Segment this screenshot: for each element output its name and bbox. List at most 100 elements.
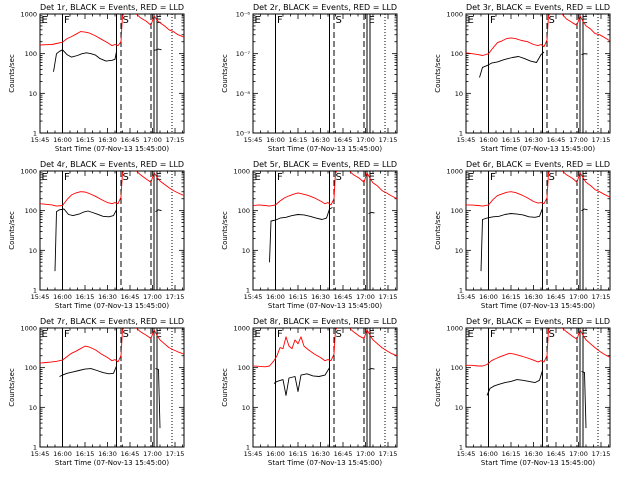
x-tick-label: 16:45 xyxy=(547,293,566,301)
x-tick-label: 16:15 xyxy=(502,450,521,458)
x-axis-label: Start Time (07-Nov-13 15:45:00) xyxy=(268,145,382,153)
x-tick-label: 16:45 xyxy=(334,136,353,144)
events-line xyxy=(486,370,543,396)
x-tick-label: 17:00 xyxy=(356,136,375,144)
event-flag: E xyxy=(42,329,48,340)
plot-frame xyxy=(39,13,185,134)
y-tick-label: 1 xyxy=(33,444,37,452)
lld-series xyxy=(40,328,184,364)
y-axis-label: Counts/sec xyxy=(8,211,16,250)
y-tick-label: 1000 xyxy=(446,11,463,19)
panel-title: Det 7r, BLACK = Events, RED = LLD xyxy=(40,317,184,326)
x-axis-label: Start Time (07-Nov-13 15:45:00) xyxy=(55,145,169,153)
panel-det-6r: Det 6r, BLACK = Events, RED = LLD 1 10 100 1… xyxy=(434,160,611,310)
x-tick-label: 17:15 xyxy=(592,136,611,144)
panel-det-8r: Det 8r, BLACK = Events, RED = LLD 1 10 100 1… xyxy=(221,317,398,467)
x-tick-label: 16:15 xyxy=(502,293,521,301)
event-flag: E xyxy=(582,172,588,183)
event-flag: S xyxy=(123,172,129,183)
lld-line xyxy=(561,328,610,358)
event-flag: E xyxy=(156,15,162,26)
x-tick-label: 16:30 xyxy=(98,450,117,458)
plot-frame xyxy=(465,327,611,448)
x-tick-label: 16:00 xyxy=(53,450,72,458)
x-tick-label: 17:00 xyxy=(569,450,588,458)
y-tick-label: 100 xyxy=(451,207,463,215)
x-axis-label: Start Time (07-Nov-13 15:45:00) xyxy=(481,145,595,153)
x-tick-label: 15:45 xyxy=(244,450,263,458)
lld-line xyxy=(466,171,551,207)
lld-line xyxy=(40,14,125,47)
y-tick-label: 10⁻⁶ xyxy=(236,11,251,19)
x-tick-label: 16:30 xyxy=(524,450,543,458)
x-tick-label: 17:15 xyxy=(166,293,185,301)
x-tick-label: 16:30 xyxy=(311,136,330,144)
events-line xyxy=(368,212,375,214)
panel-det-9r: Det 9r, BLACK = Events, RED = LLD 1 10 100 1… xyxy=(434,317,611,467)
x-tick-label: 16:45 xyxy=(547,136,566,144)
y-tick-label: 100 xyxy=(451,50,463,58)
events-line xyxy=(54,208,117,272)
x-tick-label: 17:00 xyxy=(356,450,375,458)
lld-series xyxy=(253,328,397,368)
y-tick-label: 1000 xyxy=(446,168,463,176)
event-flag: S xyxy=(123,329,129,340)
plot-frame xyxy=(252,327,398,448)
y-tick-label: 10 xyxy=(29,247,37,255)
x-tick-label: 16:00 xyxy=(266,450,285,458)
event-flag: F xyxy=(64,15,70,26)
event-flag: E xyxy=(255,15,261,26)
events-line xyxy=(273,367,330,396)
lld-line xyxy=(135,14,184,38)
panel-title: Det 9r, BLACK = Events, RED = LLD xyxy=(466,317,610,326)
x-tick-label: 17:00 xyxy=(143,450,162,458)
x-tick-label: 17:15 xyxy=(166,450,185,458)
y-tick-label: 10 xyxy=(242,247,250,255)
event-flag: E xyxy=(369,329,375,340)
event-flag: S xyxy=(336,172,342,183)
x-tick-label: 15:45 xyxy=(31,293,50,301)
event-flag: E xyxy=(468,329,474,340)
x-tick-label: 15:45 xyxy=(457,293,476,301)
x-axis-label: Start Time (07-Nov-13 15:45:00) xyxy=(55,459,169,467)
lld-line xyxy=(561,14,610,42)
y-tick-label: 1 xyxy=(459,287,463,295)
x-tick-label: 15:45 xyxy=(244,293,263,301)
lld-line xyxy=(135,171,184,197)
x-tick-label: 16:15 xyxy=(76,450,95,458)
y-tick-label: 10 xyxy=(242,404,250,412)
x-axis-label: Start Time (07-Nov-13 15:45:00) xyxy=(268,302,382,310)
x-tick-label: 16:30 xyxy=(524,136,543,144)
x-tick-label: 16:30 xyxy=(98,293,117,301)
panel-title: Det 3r, BLACK = Events, RED = LLD xyxy=(466,3,610,12)
x-tick-label: 16:30 xyxy=(524,293,543,301)
lld-series xyxy=(466,328,610,367)
event-flag: F xyxy=(64,329,70,340)
x-tick-label: 15:45 xyxy=(457,136,476,144)
lld-line xyxy=(253,328,338,368)
x-tick-label: 17:15 xyxy=(166,136,185,144)
events-series xyxy=(53,48,162,72)
x-tick-label: 16:45 xyxy=(121,293,140,301)
x-axis-label: Start Time (07-Nov-13 15:45:00) xyxy=(481,459,595,467)
events-line xyxy=(53,49,117,72)
event-flag: E xyxy=(468,15,474,26)
event-flag: S xyxy=(336,329,342,340)
events-line xyxy=(581,53,588,56)
events-line xyxy=(155,368,161,429)
y-tick-label: 1 xyxy=(33,130,37,138)
events-line xyxy=(59,365,117,377)
plot-frame xyxy=(252,170,398,291)
panel-det-5r: Det 5r, BLACK = Events, RED = LLD 1 10 100 1… xyxy=(221,160,398,310)
event-flag: E xyxy=(255,329,261,340)
events-line xyxy=(581,371,587,429)
x-tick-label: 16:45 xyxy=(121,450,140,458)
events-line xyxy=(480,208,543,272)
panel-title: Det 4r, BLACK = Events, RED = LLD xyxy=(40,160,184,169)
event-flag: E xyxy=(255,172,261,183)
y-axis-label: Counts/sec xyxy=(221,54,229,93)
panel-title: Det 5r, BLACK = Events, RED = LLD xyxy=(253,160,397,169)
y-tick-label: 10⁻⁹ xyxy=(236,130,251,138)
event-flag: E xyxy=(156,329,162,340)
